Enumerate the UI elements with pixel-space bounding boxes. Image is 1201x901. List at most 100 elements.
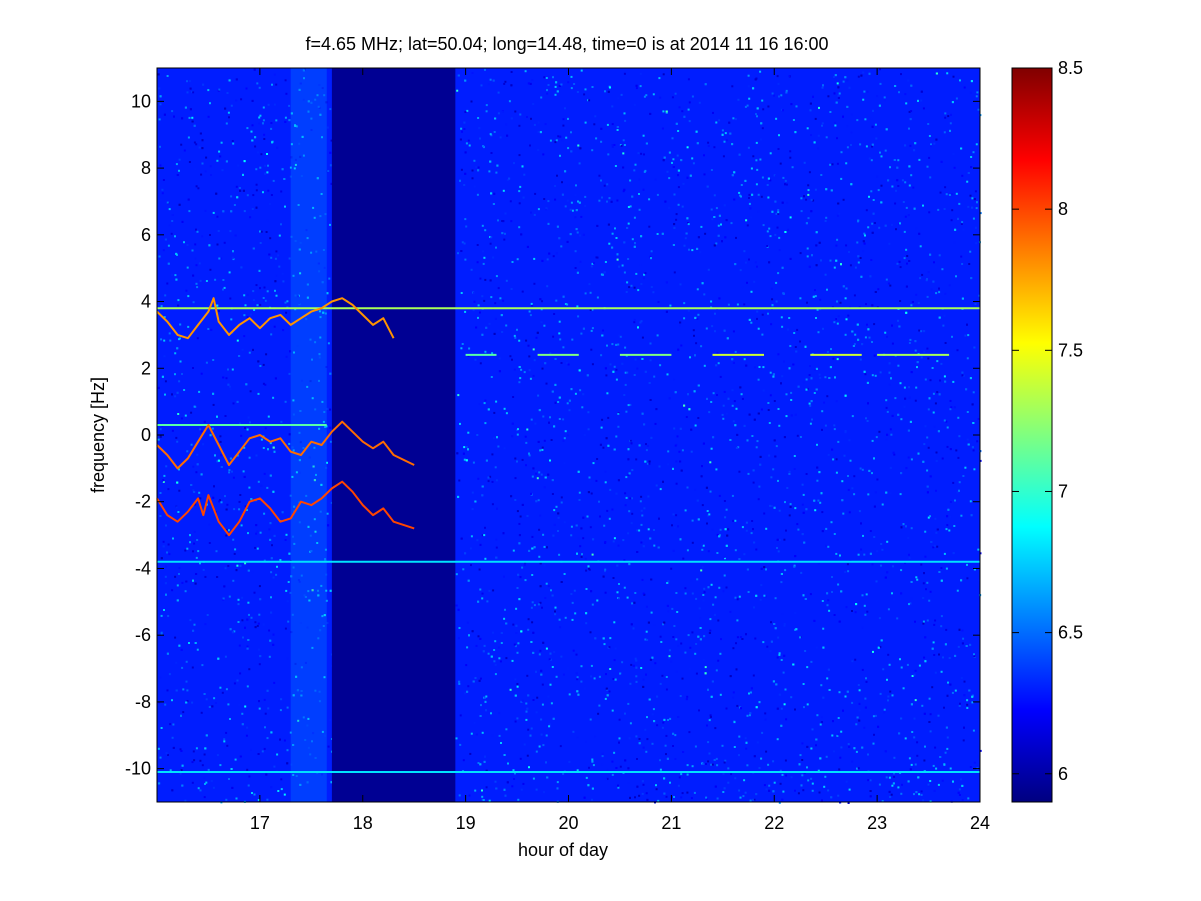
noise-pixel [638,794,641,797]
noise-pixel [269,474,272,477]
noise-pixel [159,756,162,759]
noise-pixel [319,336,322,339]
noise-pixel [560,245,563,248]
noise-pixel [219,686,222,689]
noise-pixel [933,425,936,428]
noise-pixel [580,332,583,335]
noise-pixel [232,142,235,145]
noise-pixel [273,534,276,537]
noise-pixel [204,747,207,750]
noise-pixel [839,301,842,304]
noise-pixel [182,711,185,714]
noise-pixel [540,308,543,311]
noise-pixel [516,433,519,436]
noise-pixel [816,443,818,446]
noise-pixel [724,132,727,135]
noise-pixel [205,698,208,701]
noise-pixel [803,541,806,544]
noise-pixel [167,754,169,756]
noise-pixel [325,589,328,592]
noise-pixel [809,365,811,367]
noise-pixel [776,75,779,78]
noise-pixel [246,685,249,688]
noise-pixel [947,115,950,118]
noise-pixel [479,637,482,640]
noise-pixel [939,191,942,194]
noise-pixel [910,84,913,87]
noise-pixel [567,147,570,150]
noise-pixel [831,448,834,451]
noise-pixel [821,530,824,533]
noise-pixel [189,87,192,90]
noise-pixel [168,208,171,211]
noise-pixel [558,396,561,399]
noise-pixel [253,793,256,796]
noise-pixel [510,84,513,87]
noise-pixel [957,645,960,648]
noise-pixel [748,258,750,261]
noise-pixel [273,450,276,453]
noise-pixel [563,437,566,440]
noise-pixel [302,98,305,101]
noise-pixel [805,378,808,381]
noise-pixel [201,162,204,165]
noise-pixel [642,592,645,595]
noise-pixel [523,743,526,746]
noise-pixel [761,731,764,734]
noise-pixel [515,607,518,610]
noise-pixel [278,265,281,268]
noise-pixel [561,139,564,142]
noise-pixel [916,754,919,757]
noise-pixel [531,574,534,576]
noise-pixel [280,190,283,193]
noise-pixel [490,712,492,715]
noise-pixel [903,386,906,389]
noise-pixel [481,798,484,801]
noise-pixel [761,99,764,102]
noise-pixel [723,555,726,558]
noise-pixel [680,159,683,162]
noise-pixel [806,255,809,258]
noise-pixel [697,635,700,638]
noise-pixel [278,234,281,237]
noise-pixel [810,377,813,380]
noise-pixel [200,711,203,714]
noise-pixel [799,297,802,300]
noise-pixel [540,473,543,476]
noise-pixel [216,415,218,418]
noise-pixel [190,411,193,414]
noise-pixel [299,441,302,444]
noise-pixel [631,602,634,605]
noise-pixel [697,384,700,387]
noise-pixel [232,538,235,541]
noise-pixel [912,186,915,189]
noise-pixel [171,699,173,702]
noise-pixel [184,590,187,593]
noise-pixel [868,469,871,472]
noise-pixel [228,595,231,598]
noise-pixel [205,781,208,784]
noise-pixel [857,219,860,222]
noise-pixel [691,249,694,252]
noise-pixel [228,471,231,474]
noise-pixel [765,390,768,393]
noise-pixel [977,548,980,551]
noise-pixel [513,368,516,371]
noise-pixel [230,195,233,198]
noise-pixel [298,521,301,524]
noise-pixel [725,544,728,547]
noise-pixel [768,454,771,457]
noise-pixel [185,680,188,683]
noise-pixel [489,242,492,245]
noise-pixel [806,387,809,390]
noise-pixel [517,428,519,431]
noise-pixel [543,439,546,442]
noise-pixel [749,799,752,802]
noise-pixel [821,511,824,514]
noise-pixel [253,68,256,71]
noise-pixel [899,266,902,269]
noise-pixel [268,629,271,632]
noise-pixel [562,295,565,298]
noise-pixel [802,493,805,496]
noise-pixel [208,542,211,544]
